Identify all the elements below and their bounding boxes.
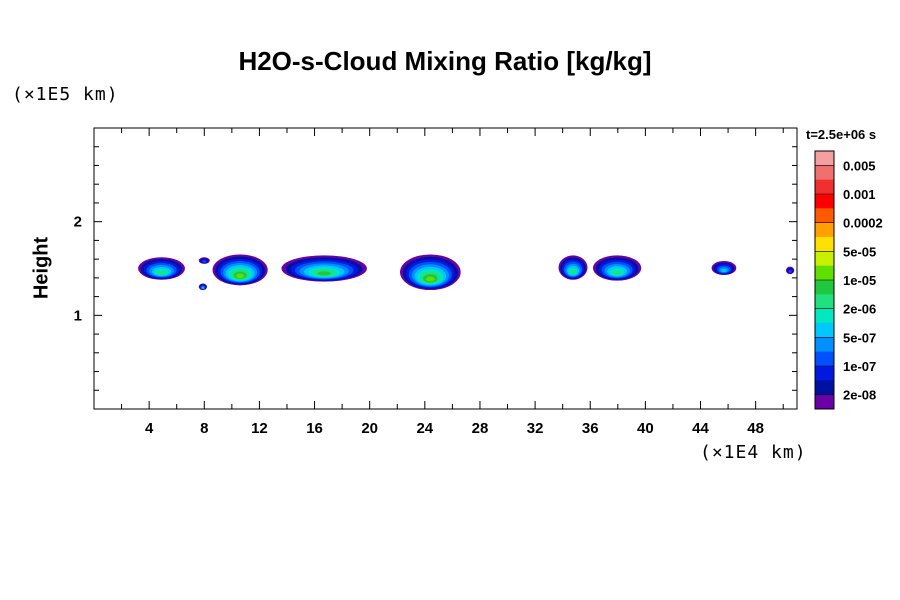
colorbar-swatch [815, 366, 834, 381]
chart-title: H2O-s-Cloud Mixing Ratio [kg/kg] [238, 46, 652, 76]
colorbar-label: 2e-06 [843, 302, 876, 317]
colorbar-swatch [815, 222, 834, 238]
y-tick-label: 2 [74, 214, 82, 231]
x-tick-label: 24 [416, 420, 433, 437]
colorbar-label: 0.001 [843, 187, 876, 202]
x-tick-label: 32 [527, 420, 544, 437]
cloud-6 [400, 254, 461, 291]
colorbar-swatch [815, 194, 834, 209]
cloud-9 [711, 261, 737, 276]
x-tick-label: 12 [251, 420, 268, 437]
colorbar-swatch [815, 294, 834, 310]
colorbar-swatch [815, 265, 834, 281]
x-tick-label: 48 [747, 420, 764, 437]
cloud-contour [202, 260, 207, 263]
colorbar-label: 0.005 [843, 158, 876, 173]
x-tick-label: 4 [145, 420, 154, 437]
colorbar-swatch [815, 151, 834, 166]
cloud-5 [281, 255, 367, 282]
cloud-contour [788, 270, 792, 273]
x-tick-label: 8 [200, 420, 208, 437]
colorbar-label: 1e-05 [843, 273, 876, 288]
colorbar-swatch [815, 337, 834, 353]
colorbar-swatch [815, 308, 834, 324]
y-axis-unit: (×1E5 km) [12, 84, 119, 105]
cloud-1 [138, 257, 185, 280]
cloud-4 [212, 254, 268, 286]
cloud-contour [317, 271, 331, 276]
x-tick-label: 44 [692, 420, 709, 437]
cloud-10 [785, 266, 795, 275]
x-axis-unit: (×1E4 km) [700, 442, 807, 463]
colorbar-label: 2e-08 [843, 388, 876, 403]
cloud-2 [198, 257, 210, 264]
colorbar-swatch [815, 380, 834, 396]
colorbar-swatch [815, 280, 834, 295]
colorbar-swatch [815, 208, 834, 224]
cloud-contour [612, 270, 622, 275]
colorbar-label: 5e-07 [843, 330, 876, 345]
colorbar-swatch [815, 165, 834, 181]
colorbar-swatch [815, 179, 834, 195]
x-tick-label: 28 [472, 420, 489, 437]
colorbar-swatch [815, 251, 834, 267]
cloud-3 [198, 283, 208, 291]
cloud-contour [426, 276, 435, 282]
colorbar-label: 5e-05 [843, 244, 876, 259]
cloud-8 [592, 255, 642, 281]
cloud-contour [236, 273, 245, 279]
plot-frame [93, 127, 798, 410]
cloud-contour [157, 270, 166, 275]
colorbar-label: 1e-07 [843, 359, 876, 374]
x-tick-label: 40 [637, 420, 654, 437]
cloud-contour [721, 268, 727, 273]
cloud-contour [570, 269, 576, 275]
time-label: t=2.5e+06 s [806, 127, 877, 142]
colorbar-label: 0.0002 [843, 216, 883, 231]
cloud-contour [201, 286, 204, 289]
x-tick-label: 16 [306, 420, 323, 437]
colorbar-swatch [815, 323, 834, 338]
x-tick-label: 36 [582, 420, 599, 437]
y-tick-label: 1 [74, 307, 82, 324]
cloud-7 [558, 255, 588, 280]
colorbar-swatch [815, 394, 834, 410]
colorbar-swatch [815, 351, 834, 367]
colorbar-swatch [815, 237, 834, 252]
x-tick-label: 20 [361, 420, 378, 437]
